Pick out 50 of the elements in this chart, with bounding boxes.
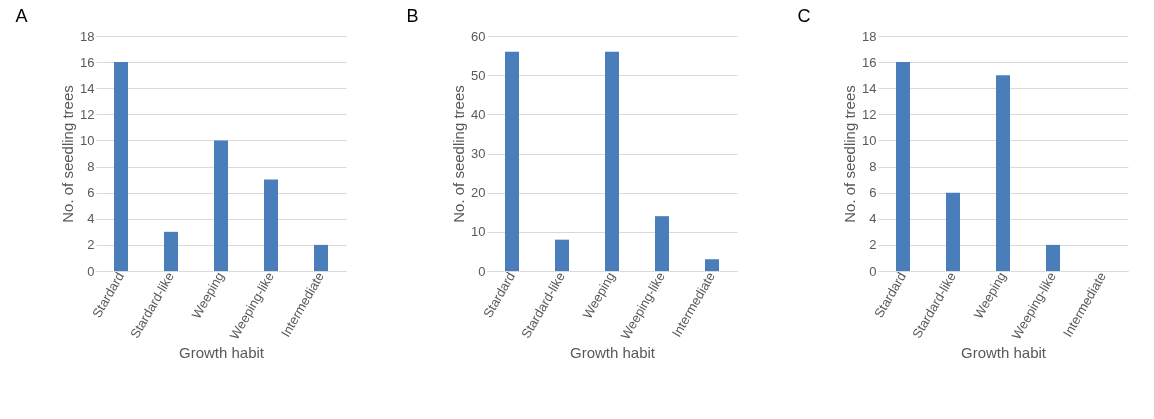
y-tick-label: 16 <box>862 54 877 70</box>
bar <box>705 259 719 271</box>
y-tick-label: 20 <box>471 185 486 201</box>
y-tick-label: 2 <box>87 237 95 253</box>
bar <box>555 239 569 271</box>
y-tick-label: 50 <box>471 67 486 83</box>
bar <box>655 216 669 271</box>
bar <box>214 140 228 271</box>
y-tick-label: 12 <box>862 106 877 122</box>
chart-title: B <box>406 6 419 26</box>
y-tick-label: 0 <box>87 263 95 279</box>
bar <box>505 51 519 271</box>
bar <box>946 192 960 271</box>
y-tick-label: 0 <box>869 263 877 279</box>
bar <box>264 179 278 271</box>
bar <box>996 75 1010 271</box>
y-tick-label: 30 <box>471 146 486 161</box>
x-axis-title: Growth habit <box>569 343 656 361</box>
chart-title: A <box>15 6 28 26</box>
y-axis-title: No. of seedling trees <box>450 85 468 223</box>
y-tick-label: 16 <box>80 54 95 70</box>
y-tick-label: 2 <box>869 237 877 253</box>
y-tick-label: 18 <box>80 28 95 44</box>
bar <box>314 244 328 271</box>
y-tick-label: 8 <box>87 159 95 175</box>
bar <box>896 62 910 271</box>
y-tick-label: 4 <box>87 211 95 227</box>
y-tick-label: 40 <box>471 106 486 122</box>
bar <box>114 62 128 271</box>
x-axis-title: Growth habit <box>960 343 1047 361</box>
y-tick-label: 0 <box>478 263 486 279</box>
bar <box>605 51 619 271</box>
y-tick-label: 10 <box>471 224 486 240</box>
chart-title: C <box>797 6 811 26</box>
y-tick-label: 10 <box>80 132 95 148</box>
y-tick-label: 8 <box>869 159 877 175</box>
bar <box>1046 244 1060 271</box>
y-tick-label: 14 <box>80 80 95 96</box>
y-axis-title: No. of seedling trees <box>841 85 859 223</box>
y-tick-label: 6 <box>87 185 95 201</box>
x-axis-title: Growth habit <box>178 343 265 361</box>
y-tick-label: 6 <box>869 185 877 201</box>
y-tick-label: 10 <box>862 132 877 148</box>
y-tick-label: 60 <box>471 28 486 44</box>
bar <box>164 231 178 271</box>
y-tick-label: 18 <box>862 28 877 44</box>
y-tick-label: 4 <box>869 211 877 227</box>
y-tick-label: 14 <box>862 80 877 96</box>
y-axis-title: No. of seedling trees <box>59 85 77 223</box>
y-tick-label: 12 <box>80 106 95 122</box>
